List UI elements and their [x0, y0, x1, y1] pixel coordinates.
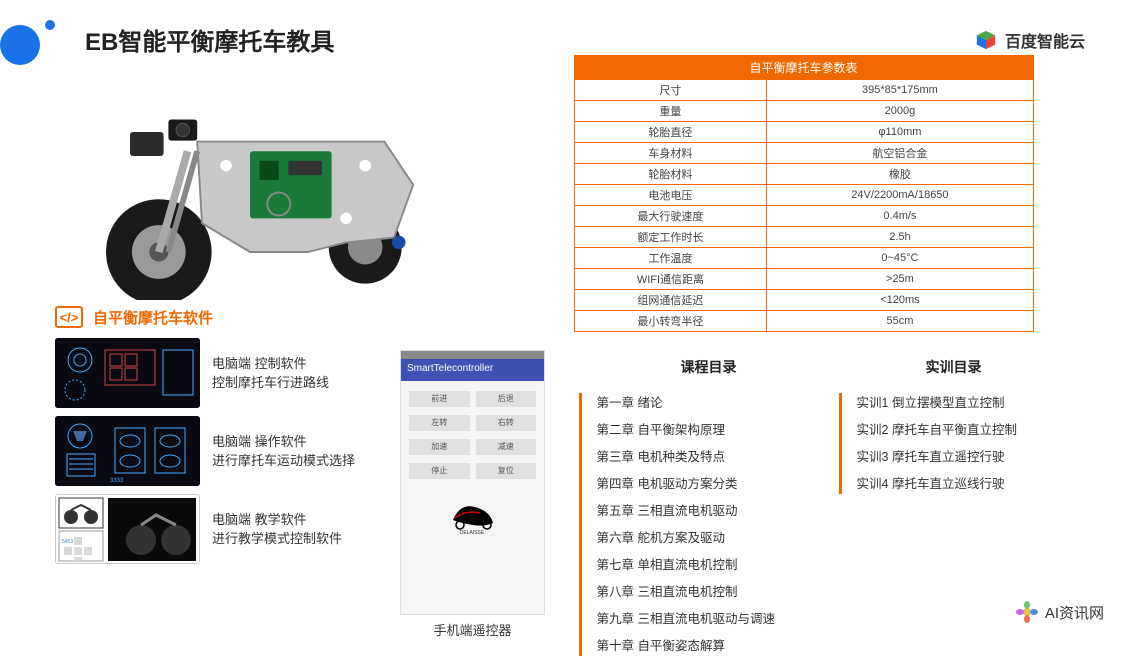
decor-dot [45, 20, 55, 30]
svg-text:5453: 5453 [62, 539, 73, 545]
spec-value: 55cm [767, 311, 1033, 332]
table-row: 车身材料航空铝合金 [574, 143, 1033, 164]
spec-value: 2.5h [767, 227, 1033, 248]
list-item: 第六章 舵机方案及驱动 [597, 528, 839, 548]
svg-text:3333: 3333 [110, 478, 124, 484]
phone-mockup: SmartTelecontroller 前进后退左转右转加速减速停止复位 DEL… [400, 350, 545, 615]
software-thumbnail: 5453 [55, 494, 200, 564]
spec-key: 重量 [574, 101, 767, 122]
spec-key: 车身材料 [574, 143, 767, 164]
phone-button[interactable]: 减速 [476, 439, 537, 455]
phone-button[interactable]: 左转 [409, 415, 470, 431]
spec-key: 组网通信延迟 [574, 290, 767, 311]
spec-table-header: 自平衡摩托车参数表 [574, 56, 1033, 80]
spec-key: 尺寸 [574, 80, 767, 101]
lab-title: 实训目录 [839, 357, 1069, 377]
list-item: 第九章 三相直流电机驱动与调速 [597, 609, 839, 629]
table-row: 最大行驶速度0.4m/s [574, 206, 1033, 227]
table-row: 重量2000g [574, 101, 1033, 122]
spec-value: <120ms [767, 290, 1033, 311]
spec-key: 轮胎直径 [574, 122, 767, 143]
list-item: 实训4 摩托车直立巡线行驶 [857, 474, 1069, 494]
list-item: 第七章 单相直流电机控制 [597, 555, 839, 575]
spec-key: 额定工作时长 [574, 227, 767, 248]
list-item: 第三章 电机种类及特点 [597, 447, 839, 467]
list-item: 实训2 摩托车自平衡直立控制 [857, 420, 1069, 440]
list-item: 实训3 摩托车直立遥控行驶 [857, 447, 1069, 467]
spec-table: 自平衡摩托车参数表 尺寸395*85*175mm重量2000g轮胎直径φ110m… [574, 55, 1034, 332]
phone-button[interactable]: 复位 [476, 463, 537, 479]
table-row: 最小转弯半径55cm [574, 311, 1033, 332]
phone-button[interactable]: 加速 [409, 439, 470, 455]
header: EB智能平衡摩托车教具 百度智能云 [85, 22, 1085, 57]
spec-value: 0.4m/s [767, 206, 1033, 227]
table-row: 轮胎材料橡胶 [574, 164, 1033, 185]
table-row: 尺寸395*85*175mm [574, 80, 1033, 101]
list-item: 第一章 绪论 [597, 393, 839, 413]
list-item: 第四章 电机驱动方案分类 [597, 474, 839, 494]
phone-logo-icon: DELAISSE [445, 495, 500, 535]
table-row: 额定工作时长2.5h [574, 227, 1033, 248]
software-section-title: 自平衡摩托车软件 [93, 307, 213, 328]
watermark: AI资讯网 [1015, 600, 1104, 624]
list-item: 第八章 三相直流电机控制 [597, 582, 839, 602]
list-item: 实训1 倒立摆模型直立控制 [857, 393, 1069, 413]
brand-text: 百度智能云 [1005, 28, 1085, 52]
phone-caption: 手机端遥控器 [400, 620, 545, 639]
phone-button[interactable]: 停止 [409, 463, 470, 479]
product-photo [55, 60, 445, 300]
spec-value: 橡胶 [767, 164, 1033, 185]
spec-key: 最大行驶速度 [574, 206, 767, 227]
spec-key: WIFI通信距离 [574, 269, 767, 290]
spec-value: 395*85*175mm [767, 80, 1033, 101]
spec-value: 航空铝合金 [767, 143, 1033, 164]
table-row: 轮胎直径φ110mm [574, 122, 1033, 143]
table-row: WIFI通信距离>25m [574, 269, 1033, 290]
spec-value: 2000g [767, 101, 1033, 122]
spec-value: 24V/2200mA/18650 [767, 185, 1033, 206]
table-row: 组网通信延迟<120ms [574, 290, 1033, 311]
spec-value: >25m [767, 269, 1033, 290]
watermark-icon [1015, 600, 1039, 624]
spec-key: 工作温度 [574, 248, 767, 269]
software-thumbnail: 3333 [55, 416, 200, 486]
list-item: 第二章 自平衡架构原理 [597, 420, 839, 440]
spec-value: φ110mm [767, 122, 1033, 143]
table-row: 工作温度0~45°C [574, 248, 1033, 269]
course-catalog: 课程目录 第一章 绪论第二章 自平衡架构原理第三章 电机种类及特点第四章 电机驱… [579, 357, 839, 663]
software-section-header: </> 自平衡摩托车软件 [55, 306, 539, 328]
phone-button[interactable]: 右转 [476, 415, 537, 431]
code-icon: </> [55, 306, 83, 328]
list-item: 第十章 自平衡姿态解算 [597, 636, 839, 656]
svg-text:DELAISSE: DELAISSE [460, 530, 485, 535]
list-item: 第五章 三相直流电机驱动 [597, 501, 839, 521]
phone-button[interactable]: 后退 [476, 391, 537, 407]
cube-icon [975, 29, 997, 51]
course-title: 课程目录 [579, 357, 839, 377]
phone-button[interactable]: 前进 [409, 391, 470, 407]
spec-key: 电池电压 [574, 185, 767, 206]
software-thumbnail [55, 338, 200, 408]
spec-key: 最小转弯半径 [574, 311, 767, 332]
page-title: EB智能平衡摩托车教具 [85, 22, 334, 57]
watermark-text: AI资讯网 [1045, 602, 1104, 623]
spec-value: 0~45°C [767, 248, 1033, 269]
spec-key: 轮胎材料 [574, 164, 767, 185]
table-row: 电池电压24V/2200mA/18650 [574, 185, 1033, 206]
brand-logo: 百度智能云 [975, 28, 1085, 52]
phone-app-title: SmartTelecontroller [401, 359, 544, 381]
